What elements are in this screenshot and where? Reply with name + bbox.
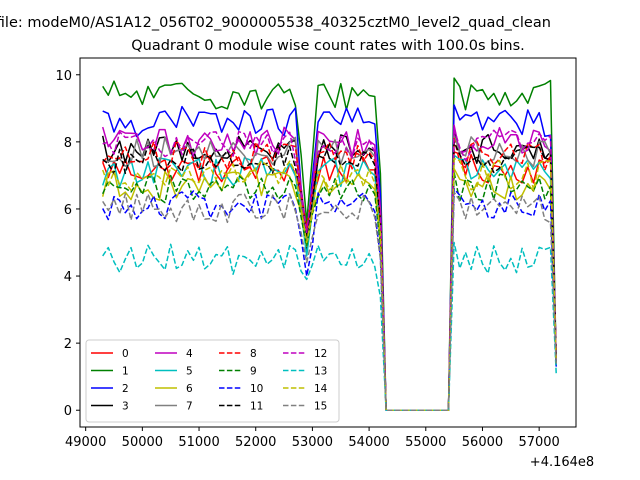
series-line-9 (102, 171, 557, 411)
series-line-14 (101, 157, 557, 411)
x-tick-label: 51000 (178, 435, 219, 450)
plot-lines (101, 77, 557, 411)
legend-label-14: 14 (314, 383, 328, 395)
chart-title: Quadrant 0 module wise count rates with … (131, 38, 525, 54)
y-tick-label: 0 (64, 404, 72, 419)
axes-frame (79, 57, 577, 428)
legend-label-9: 9 (250, 366, 257, 378)
legend-label-13: 13 (314, 366, 327, 378)
x-tick-label: 56000 (462, 435, 503, 450)
legend-label-1: 1 (122, 366, 129, 378)
series-line-12 (102, 127, 557, 411)
x-offset-label: +4.164e8 (530, 455, 594, 470)
legend-label-4: 4 (186, 348, 193, 360)
legend-label-10: 10 (250, 383, 263, 395)
x-tick-label: 49000 (65, 435, 106, 450)
series-line-7 (102, 134, 557, 411)
x-tick-label: 52000 (235, 435, 276, 450)
legend-label-8: 8 (250, 348, 257, 360)
x-tick-label: 57000 (518, 435, 559, 450)
y-tick-label: 8 (64, 136, 72, 151)
x-tick-label: 55000 (405, 435, 446, 450)
legend-label-11: 11 (250, 401, 263, 413)
legend-label-0: 0 (122, 348, 129, 360)
series-line-11 (102, 141, 557, 411)
x-axis: 49000 50000 51000 52000 53000 54000 55000 56000… (65, 427, 560, 450)
y-tick-label: 6 (64, 203, 72, 218)
y-tick-label: 4 (64, 270, 72, 285)
y-tick-label: 10 (55, 69, 72, 84)
x-tick-label: 53000 (292, 435, 333, 450)
legend-label-5: 5 (186, 366, 193, 378)
series-line-1 (102, 77, 557, 411)
legend-label-12: 12 (314, 348, 327, 360)
chart-suptitle: n file: modeM0/AS1A12_056T02_9000005538_… (0, 15, 551, 31)
legend-box (85, 339, 340, 423)
series-line-13 (102, 241, 557, 411)
series-line-8 (102, 137, 557, 411)
legend-label-15: 15 (314, 401, 327, 413)
x-tick-label: 50000 (122, 435, 163, 450)
y-tick-label: 2 (64, 337, 72, 352)
x-tick-label: 54000 (348, 435, 389, 450)
legend-label-2: 2 (122, 383, 129, 395)
legend-label-7: 7 (186, 401, 193, 413)
series-line-15 (102, 191, 557, 411)
y-axis: 0 2 4 6 8 10 (55, 69, 80, 419)
series-line-4 (101, 124, 557, 411)
legend-label-6: 6 (186, 383, 193, 395)
legend-label-3: 3 (122, 401, 129, 413)
